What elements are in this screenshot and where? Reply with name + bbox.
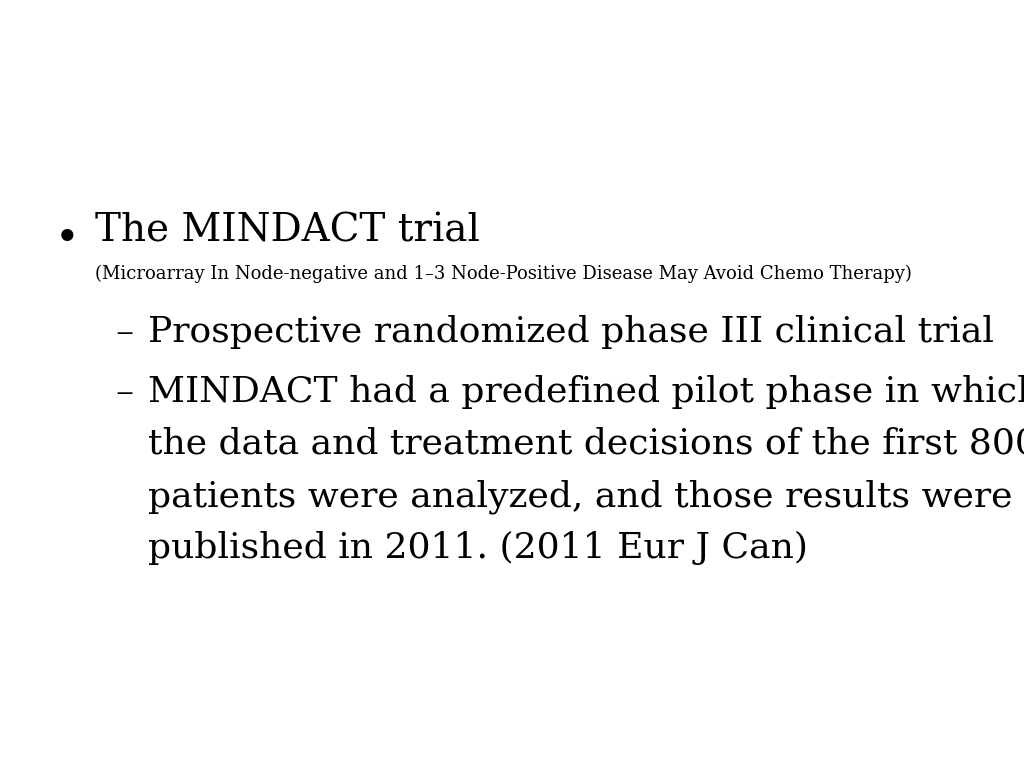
Text: MINDACT had a predefined pilot phase in which: MINDACT had a predefined pilot phase in … — [148, 375, 1024, 409]
Text: The MINDACT trial: The MINDACT trial — [95, 213, 480, 250]
Text: •: • — [55, 218, 80, 260]
Text: the data and treatment decisions of the first 800: the data and treatment decisions of the … — [148, 427, 1024, 461]
Text: –: – — [115, 375, 133, 409]
Text: Prospective randomized phase III clinical trial: Prospective randomized phase III clinica… — [148, 315, 994, 349]
Text: –: – — [115, 315, 133, 349]
Text: patients were analyzed, and those results were: patients were analyzed, and those result… — [148, 479, 1013, 514]
Text: (Microarray In Node-negative and 1–3 Node-Positive Disease May Avoid Chemo Thera: (Microarray In Node-negative and 1–3 Nod… — [95, 265, 912, 283]
Text: published in 2011. (2011 Eur J Can): published in 2011. (2011 Eur J Can) — [148, 531, 808, 565]
